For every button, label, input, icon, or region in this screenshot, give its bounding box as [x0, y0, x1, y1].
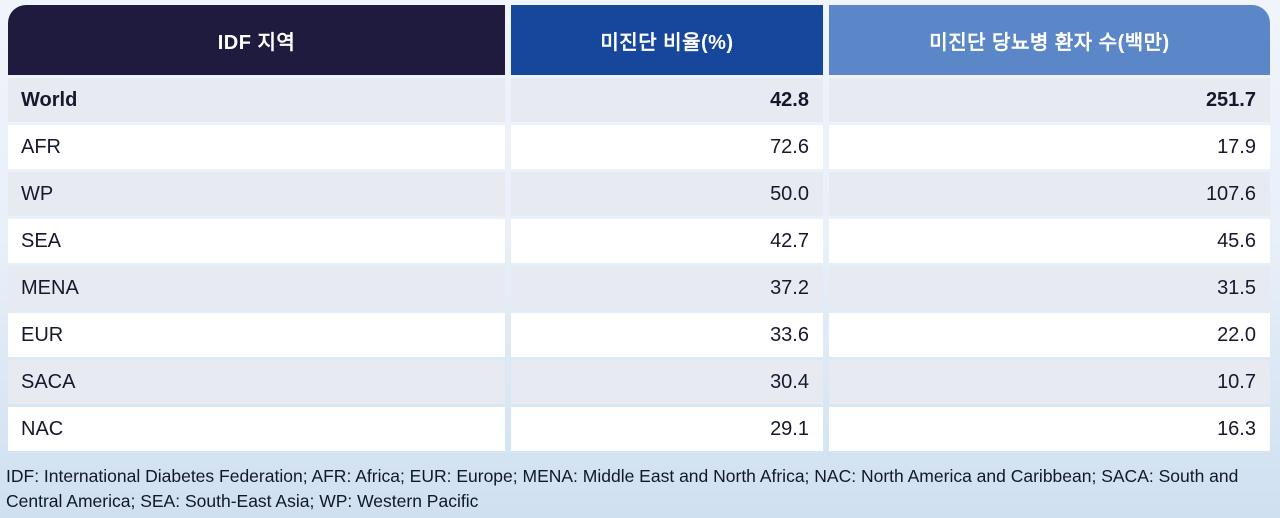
undiagnosed-pct-cell: 42.8 [511, 78, 823, 122]
region-cell: EUR [8, 313, 505, 357]
undiagnosed-pct-cell: 30.4 [511, 360, 823, 404]
undiagnosed-count-cell: 22.0 [829, 313, 1270, 357]
idf-region-table: IDF 지역 미진단 비율(%) 미진단 당뇨병 환자 수(백만) World 4… [8, 5, 1270, 451]
undiagnosed-pct-cell: 72.6 [511, 125, 823, 169]
undiagnosed-count-cell: 107.6 [829, 172, 1270, 216]
undiagnosed-count-cell: 17.9 [829, 125, 1270, 169]
undiagnosed-count-cell: 10.7 [829, 360, 1270, 404]
region-cell: WP [8, 172, 505, 216]
region-cell: MENA [8, 266, 505, 310]
header-cell-undiagnosed-pct: 미진단 비율(%) [511, 5, 823, 75]
undiagnosed-count-cell: 45.6 [829, 219, 1270, 263]
undiagnosed-count-cell: 251.7 [829, 78, 1270, 122]
undiagnosed-pct-cell: 42.7 [511, 219, 823, 263]
undiagnosed-count-cell: 16.3 [829, 407, 1270, 451]
undiagnosed-pct-cell: 50.0 [511, 172, 823, 216]
abbreviation-footnote: IDF: International Diabetes Federation; … [6, 466, 1239, 511]
undiagnosed-pct-cell: 37.2 [511, 266, 823, 310]
region-cell: AFR [8, 125, 505, 169]
undiagnosed-pct-cell: 29.1 [511, 407, 823, 451]
undiagnosed-pct-cell: 33.6 [511, 313, 823, 357]
header-cell-region: IDF 지역 [8, 5, 505, 75]
region-cell: SEA [8, 219, 505, 263]
undiagnosed-count-cell: 31.5 [829, 266, 1270, 310]
region-cell: NAC [8, 407, 505, 451]
region-cell: World [8, 78, 505, 122]
region-cell: SACA [8, 360, 505, 404]
header-cell-undiagnosed-count: 미진단 당뇨병 환자 수(백만) [829, 5, 1270, 75]
